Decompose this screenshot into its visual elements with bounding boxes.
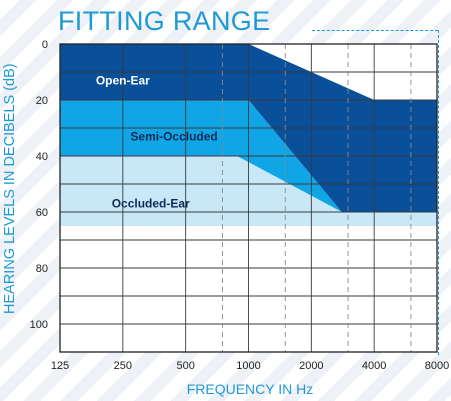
title-dashed-rule: [312, 30, 438, 31]
y-tick-label: 0: [42, 39, 48, 51]
region-label-semi-occluded: Semi-Occluded: [130, 129, 217, 143]
region-label-occluded-ear: Occluded-Ear: [112, 197, 190, 211]
region-open-ear: [60, 44, 437, 212]
x-axis-label: FREQUENCY IN Hz: [186, 381, 314, 397]
y-tick-label: 60: [36, 207, 48, 219]
x-tick-label: 125: [51, 360, 69, 372]
x-tick-label: 4000: [362, 360, 386, 372]
y-tick-label: 80: [36, 263, 48, 275]
right-dashed-rule: [438, 30, 439, 355]
plot-border: [59, 43, 438, 353]
y-tick-label: 20: [36, 95, 48, 107]
y-tick-label: 40: [36, 151, 48, 163]
x-tick-label: 8000: [425, 360, 449, 372]
region-label-open-ear: Open-Ear: [96, 73, 150, 87]
x-tick-label: 500: [176, 360, 194, 372]
y-tick-label: 100: [30, 319, 48, 331]
x-tick-label: 250: [114, 360, 132, 372]
x-tick-label: 2000: [299, 360, 323, 372]
x-tick-label: 1000: [236, 360, 260, 372]
chart-title: FITTING RANGE: [58, 6, 271, 36]
